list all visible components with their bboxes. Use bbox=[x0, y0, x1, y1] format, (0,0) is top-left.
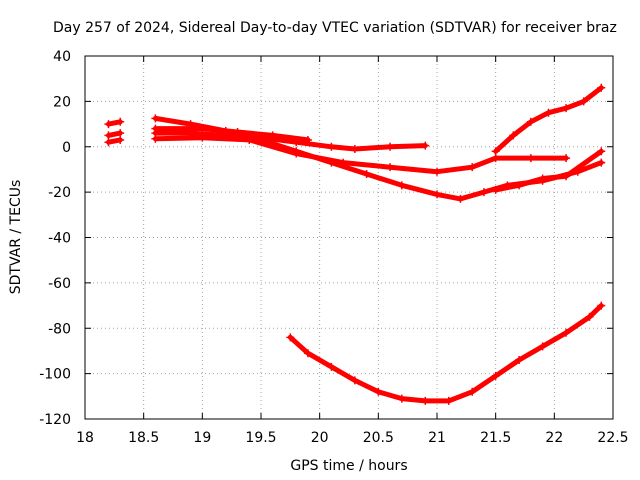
y-tick-label: -100 bbox=[39, 367, 71, 383]
data-point bbox=[597, 301, 606, 310]
data-point bbox=[198, 133, 207, 142]
data-point bbox=[303, 135, 312, 144]
data-point bbox=[562, 328, 571, 337]
y-tick-label: -60 bbox=[48, 276, 71, 292]
data-point bbox=[397, 181, 406, 190]
data-point bbox=[433, 190, 441, 199]
data-point bbox=[491, 185, 500, 194]
data-point bbox=[509, 131, 518, 140]
data-point bbox=[116, 117, 125, 126]
data-point bbox=[544, 108, 553, 117]
data-point bbox=[104, 138, 113, 147]
x-tick-label: 19.5 bbox=[245, 430, 276, 446]
x-tick-label: 22.5 bbox=[597, 430, 628, 446]
data-point bbox=[433, 167, 441, 176]
data-point bbox=[303, 349, 312, 358]
series-line-s11 bbox=[287, 303, 604, 404]
x-tick-label: 20.5 bbox=[363, 430, 394, 446]
data-point bbox=[151, 114, 160, 123]
data-point bbox=[538, 342, 547, 351]
data-point bbox=[104, 131, 113, 140]
data-point bbox=[468, 387, 477, 396]
data-point bbox=[350, 376, 359, 385]
x-tick-label: 19 bbox=[193, 430, 211, 446]
data-point bbox=[327, 158, 336, 167]
data-point bbox=[151, 134, 160, 143]
data-point bbox=[104, 120, 113, 129]
y-tick-label: -120 bbox=[39, 412, 71, 428]
series-group bbox=[104, 83, 606, 405]
x-tick-label: 21.5 bbox=[480, 430, 511, 446]
data-point bbox=[198, 124, 207, 133]
data-point bbox=[421, 396, 430, 405]
x-tick-label: 18.5 bbox=[128, 430, 159, 446]
data-point bbox=[585, 312, 594, 321]
data-point bbox=[562, 104, 571, 113]
data-point bbox=[515, 356, 524, 365]
x-tick-label: 22 bbox=[545, 430, 563, 446]
data-point bbox=[386, 142, 395, 151]
grid-lines bbox=[85, 56, 613, 419]
data-point bbox=[515, 181, 524, 190]
data-point bbox=[562, 154, 571, 163]
x-tick-label: 18 bbox=[76, 430, 94, 446]
data-point bbox=[350, 145, 359, 154]
data-point bbox=[456, 194, 465, 203]
data-point bbox=[597, 147, 606, 156]
data-point bbox=[257, 135, 265, 144]
data-point bbox=[444, 396, 453, 405]
y-tick-label: 0 bbox=[62, 140, 71, 156]
data-point bbox=[538, 174, 547, 183]
data-point bbox=[397, 394, 406, 403]
x-tick-label: 21 bbox=[428, 430, 446, 446]
data-point bbox=[116, 135, 125, 144]
y-tick-label: -80 bbox=[48, 321, 71, 337]
x-tick-label: 20 bbox=[311, 430, 329, 446]
y-tick-label: 40 bbox=[53, 49, 71, 65]
y-axis-label: SDTVAR / TECUs bbox=[8, 180, 24, 295]
data-point bbox=[327, 142, 336, 151]
data-point bbox=[562, 172, 571, 181]
data-point bbox=[526, 154, 535, 163]
data-point bbox=[292, 147, 301, 156]
data-point bbox=[292, 135, 301, 144]
data-point bbox=[491, 154, 500, 163]
data-point bbox=[421, 141, 430, 150]
data-point bbox=[116, 129, 125, 138]
data-point bbox=[245, 135, 254, 144]
data-point bbox=[468, 163, 477, 172]
data-point bbox=[327, 362, 336, 371]
data-point bbox=[491, 371, 500, 380]
data-point bbox=[386, 163, 395, 172]
data-point bbox=[597, 83, 606, 92]
y-tick-label: -40 bbox=[48, 231, 71, 247]
data-point bbox=[597, 158, 606, 167]
data-point bbox=[362, 169, 371, 178]
data-point bbox=[479, 188, 488, 197]
series-line-s10 bbox=[493, 85, 604, 154]
y-tick-label: -20 bbox=[48, 185, 71, 201]
y-tick-label: 20 bbox=[53, 94, 71, 110]
data-point bbox=[374, 387, 383, 396]
data-point bbox=[286, 333, 295, 342]
data-point bbox=[526, 117, 535, 126]
chart-title: Day 257 of 2024, Sidereal Day-to-day VTE… bbox=[53, 20, 617, 36]
data-point bbox=[491, 147, 500, 156]
data-point bbox=[579, 97, 588, 106]
axis-ticks: 18 18.5 19 19.5 20 20.5 21 21.5 22 22.5 -120 -100 -8… bbox=[39, 49, 628, 446]
x-axis-label: GPS time / hours bbox=[290, 458, 407, 474]
